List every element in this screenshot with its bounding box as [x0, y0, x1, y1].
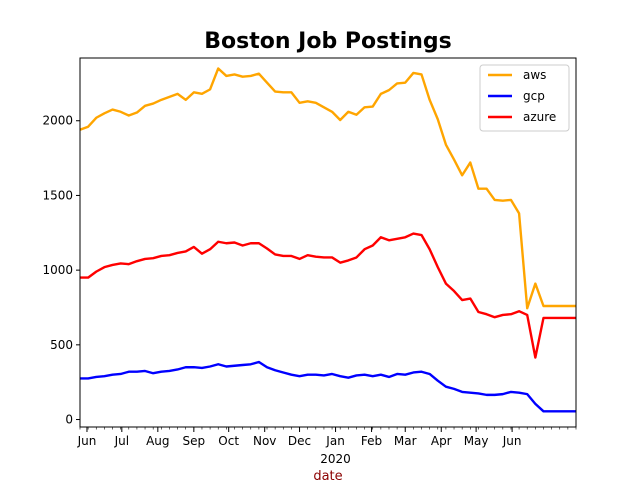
x-tick-label-mar: Mar — [394, 434, 417, 448]
x-tick-label-oct: Oct — [218, 434, 239, 448]
x-tick-label-jun: Jun — [502, 434, 522, 448]
legend-label-azure: azure — [523, 110, 556, 124]
series-line-azure — [80, 232, 576, 359]
x-tick-label-sep: Sep — [183, 434, 206, 448]
x-tick-label-feb: Feb — [361, 434, 382, 448]
x-year-label: 2020 — [320, 452, 351, 466]
legend-label-gcp: gcp — [523, 89, 545, 103]
y-tick-label-1500: 1500 — [42, 188, 73, 202]
legend-box — [479, 64, 570, 132]
axes: 0 500 1000 1500 2000 Jun Jul Aug Sep Oct Nov Dec Jan… — [42, 57, 577, 466]
y-tick-label-0: 0 — [65, 413, 73, 427]
series-line-gcp — [80, 360, 576, 413]
x-tick-label-aug: Aug — [146, 434, 169, 448]
x-tick-label-may: May — [464, 434, 489, 448]
chart-title: Boston Job Postings — [204, 29, 452, 54]
x-tick-label-dec: Dec — [288, 434, 311, 448]
legend-label-aws: aws — [523, 68, 546, 82]
x-axis-label: date — [313, 469, 342, 480]
series-line-aws — [80, 67, 576, 310]
x-tick-label-jun: Jun — [77, 434, 97, 448]
plot-frame — [79, 57, 577, 428]
x-tick-label-jan: Jan — [325, 434, 345, 448]
x-tick-label-nov: Nov — [253, 434, 276, 448]
y-tick-label-1000: 1000 — [42, 263, 73, 277]
y-tick-label-500: 500 — [50, 338, 73, 352]
x-tick-label-apr: Apr — [431, 434, 452, 448]
y-tick-label-2000: 2000 — [42, 114, 73, 128]
series-lines — [80, 67, 576, 413]
x-tick-label-jul: Jul — [114, 434, 129, 448]
legend: aws gcp azure — [479, 64, 570, 132]
